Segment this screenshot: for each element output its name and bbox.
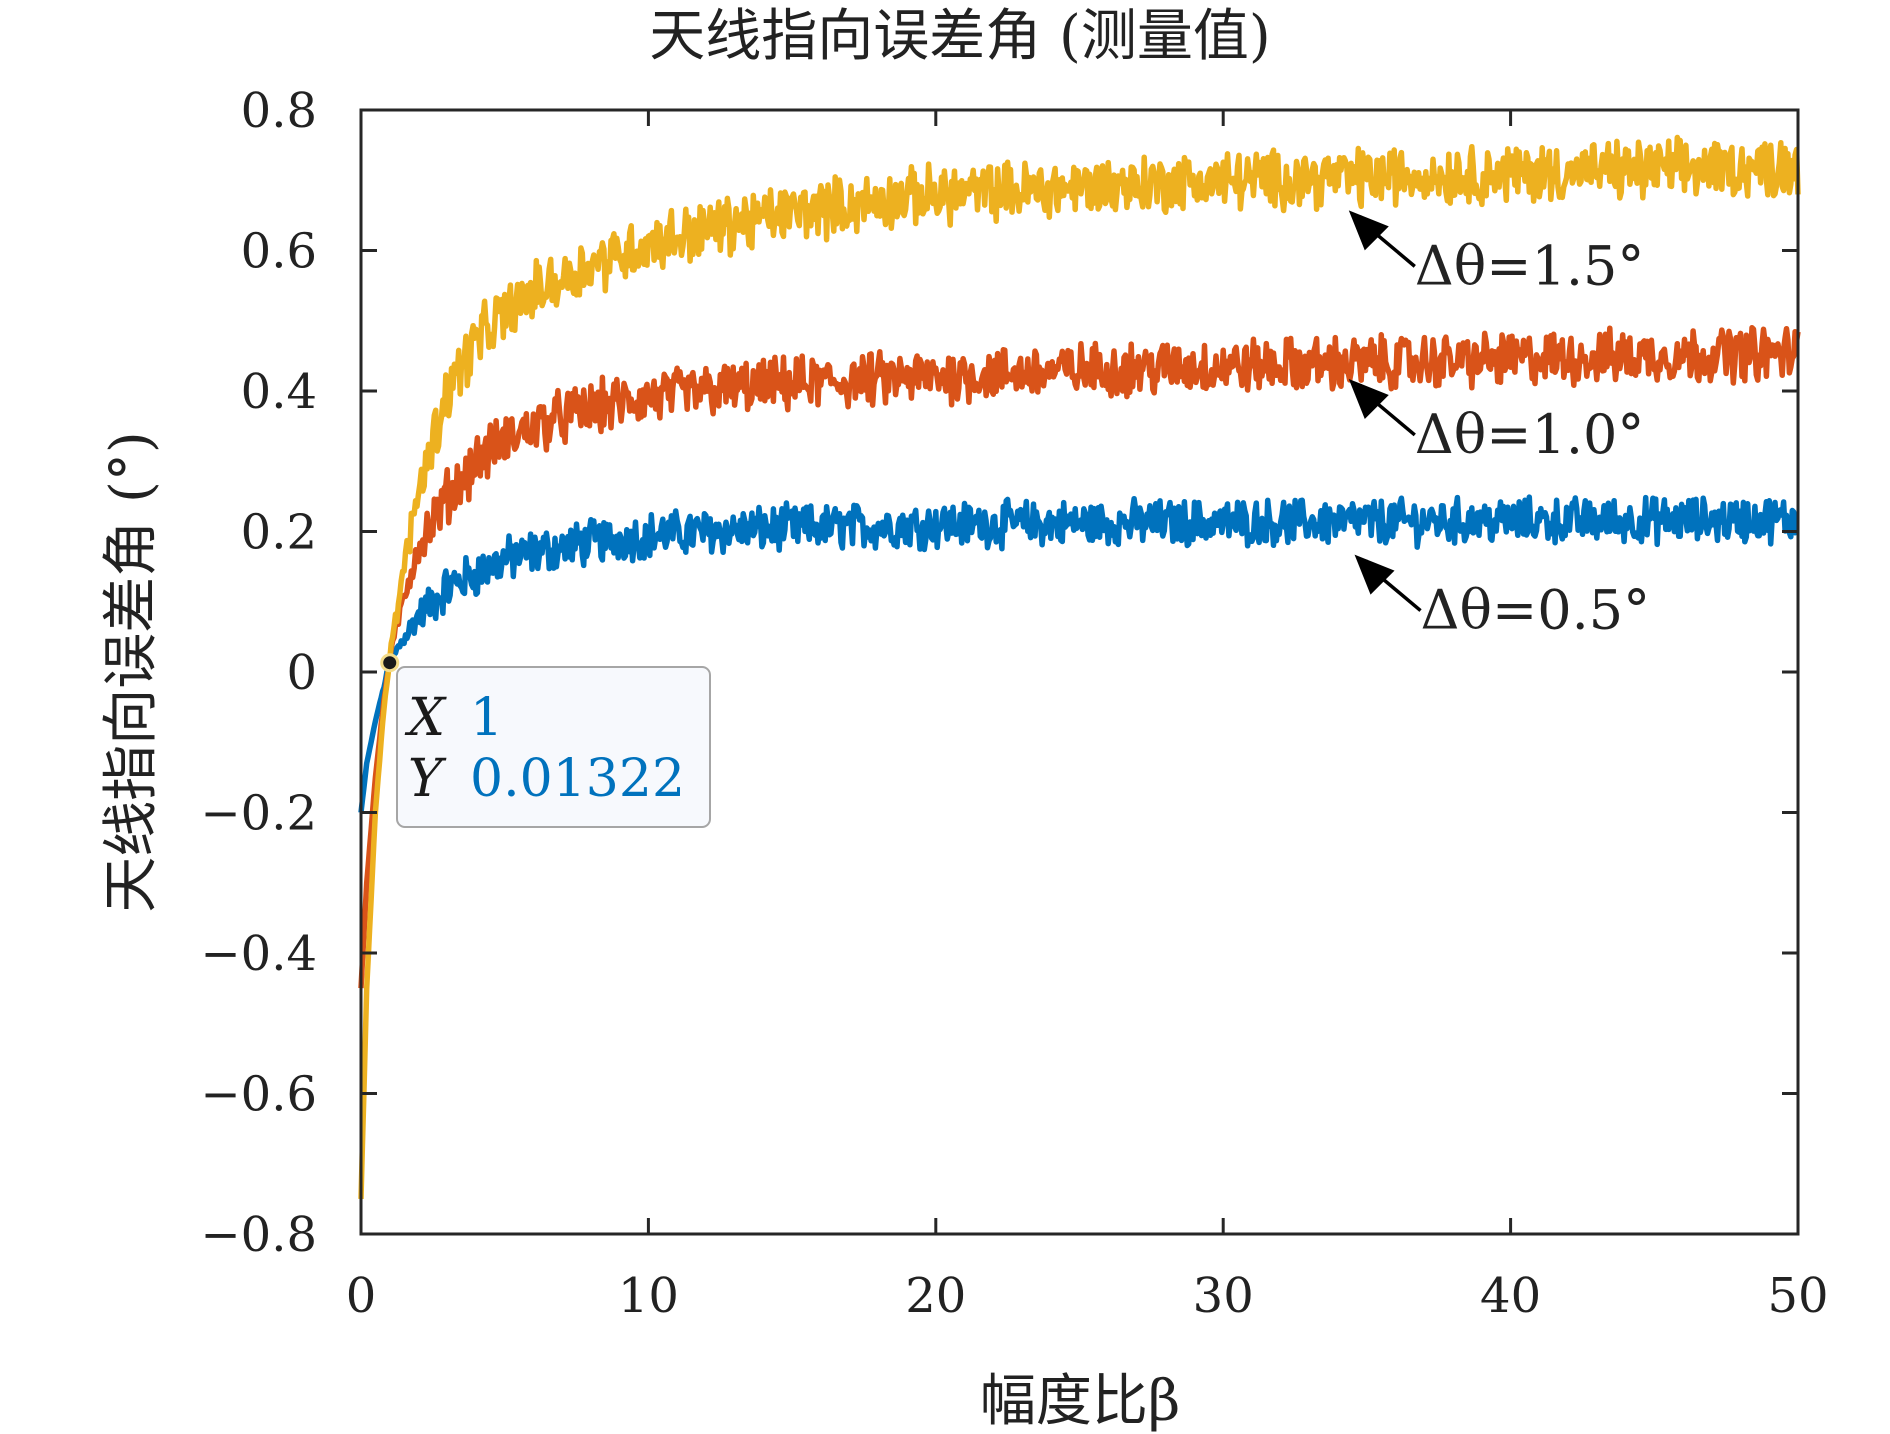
- series-line-2: [358, 324, 1801, 989]
- datatip-marker[interactable]: [380, 653, 400, 673]
- annotation-label: Δθ=1.5°: [1415, 234, 1645, 297]
- series-line-3: [358, 134, 1801, 1199]
- y-tick-label: −0.2: [200, 786, 317, 842]
- ticks-layer: [359, 108, 1800, 1236]
- series-line-1: [358, 494, 1800, 813]
- datatip[interactable]: X 1 Y 0.01322: [380, 653, 711, 828]
- x-tick-label: 10: [618, 1268, 679, 1324]
- chart-title: 天线指向误差角 (测量值): [649, 4, 1271, 69]
- x-axis-label: 幅度比β: [980, 1369, 1180, 1434]
- datatip-x-value: 1: [470, 688, 503, 748]
- y-axis-label: 天线指向误差角 (°): [99, 431, 164, 913]
- series-layer: [358, 134, 1801, 1199]
- x-tick-label: 20: [905, 1268, 966, 1324]
- datatip-box: [396, 666, 711, 828]
- x-tick-label: 0: [346, 1268, 377, 1324]
- x-tick-label: 40: [1480, 1268, 1541, 1324]
- annotation-arrowhead: [1348, 210, 1389, 251]
- datatip-y-key: Y: [408, 749, 447, 809]
- y-tick-label: −0.6: [200, 1067, 317, 1123]
- y-tick-label: 0: [286, 645, 317, 701]
- y-tick-label: −0.8: [200, 1207, 317, 1263]
- y-tick-label: 0.4: [241, 364, 317, 420]
- datatip-y-value: 0.01322: [470, 749, 685, 809]
- annotation-label: Δθ=0.5°: [1421, 579, 1651, 642]
- annotations-layer: Δθ=1.5° Δθ=1.0° Δθ=0.5°: [1348, 210, 1651, 642]
- x-tick-label: 30: [1193, 1268, 1254, 1324]
- annotation-arrowhead: [1354, 554, 1395, 595]
- y-tick-label: 0.6: [241, 224, 317, 280]
- y-tick-label: 0.2: [241, 505, 317, 561]
- y-tick-label: −0.4: [200, 926, 317, 982]
- x-tick-labels: 0 10 20 30 40 50: [346, 1268, 1829, 1324]
- annotation-label: Δθ=1.0°: [1415, 403, 1645, 466]
- y-tick-labels: −0.8 −0.6 −0.4 −0.2 0 0.2 0.4 0.6 0.8: [200, 83, 317, 1263]
- x-tick-label: 50: [1767, 1268, 1828, 1324]
- annotation-arrowhead: [1348, 378, 1389, 419]
- datatip-x-key: X: [404, 688, 447, 748]
- y-tick-label: 0.8: [241, 83, 317, 139]
